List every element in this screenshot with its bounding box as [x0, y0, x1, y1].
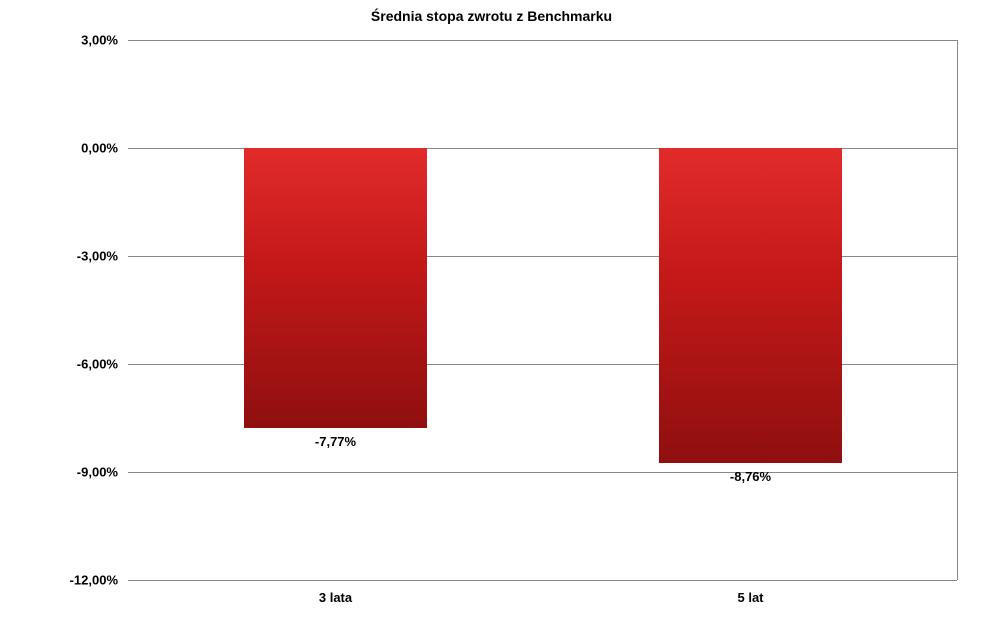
gridline	[128, 472, 957, 473]
y-tick-label: -12,00%	[70, 573, 128, 588]
y-tick-label: -6,00%	[77, 357, 128, 372]
bar	[244, 148, 427, 428]
gridline	[128, 580, 957, 581]
x-tick-label: 5 lat	[737, 590, 763, 605]
chart-title: Średnia stopa zwrotu z Benchmarku	[0, 8, 983, 24]
gridline	[128, 40, 957, 41]
y-tick-label: -3,00%	[77, 249, 128, 264]
y-tick-label: 0,00%	[81, 141, 128, 156]
bar-value-label: -8,76%	[730, 469, 771, 484]
chart-container: Średnia stopa zwrotu z Benchmarku 3,00%0…	[0, 0, 983, 623]
y-tick-label: -9,00%	[77, 465, 128, 480]
bar-value-label: -7,77%	[315, 434, 356, 449]
bar	[659, 148, 842, 463]
plot-area: 3,00%0,00%-3,00%-6,00%-9,00%-12,00%-7,77…	[128, 40, 958, 580]
x-tick-label: 3 lata	[319, 590, 352, 605]
y-tick-label: 3,00%	[81, 33, 128, 48]
